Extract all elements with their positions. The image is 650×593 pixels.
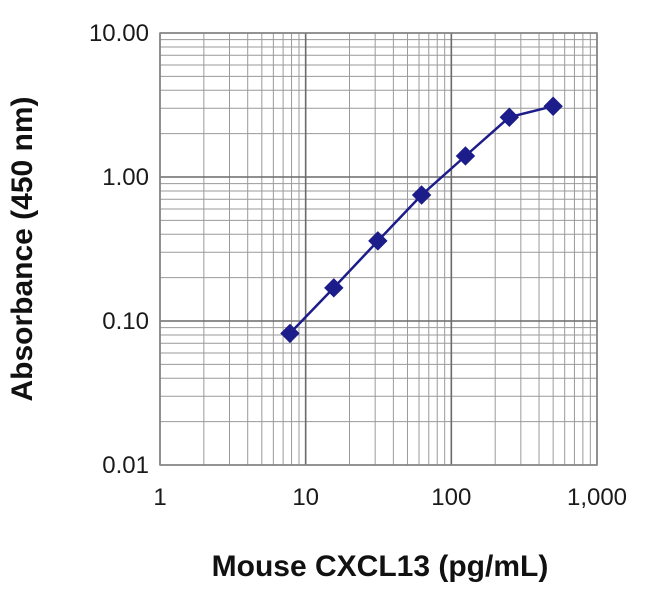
x-tick-label: 10 — [292, 484, 319, 511]
series — [280, 96, 563, 344]
x-tick-label: 100 — [431, 484, 471, 511]
y-axis-title: Absorbance (450 nm) — [6, 96, 39, 401]
x-axis-title: Mouse CXCL13 (pg/mL) — [212, 550, 549, 583]
series-line — [288, 104, 554, 335]
data-point-marker — [368, 231, 388, 251]
y-tick-label: 1.00 — [102, 164, 149, 191]
data-point-marker — [455, 146, 476, 166]
y-tick-label: 10.00 — [89, 20, 149, 47]
data-point-marker — [543, 96, 563, 116]
y-tick-label: 0.10 — [102, 308, 149, 335]
x-tick-label: 1,000 — [567, 484, 627, 511]
plot-frame — [159, 32, 598, 466]
x-tick-label: 1 — [153, 484, 166, 511]
data-point-marker — [411, 185, 432, 205]
tick-labels: 1 10 100 1,000 0.01 0.10 1.00 10.00 — [89, 20, 627, 511]
data-point-marker — [324, 278, 344, 298]
data-point-marker — [499, 107, 520, 127]
data-point-marker — [280, 323, 300, 344]
grid — [159, 32, 598, 466]
y-tick-label: 0.01 — [102, 452, 149, 479]
